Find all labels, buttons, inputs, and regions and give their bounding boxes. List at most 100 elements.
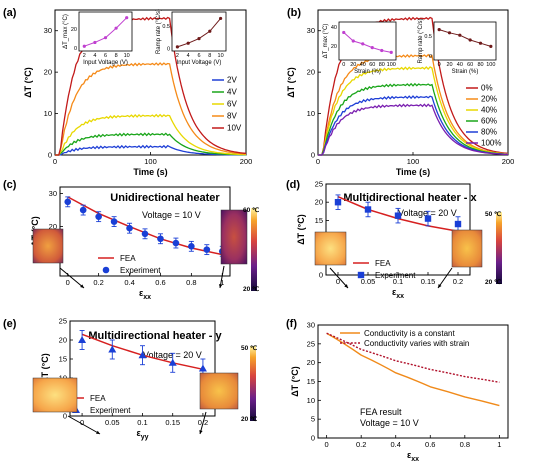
series-line: [55, 62, 247, 156]
pointer-arrow: [199, 411, 207, 435]
experiment-point: [424, 215, 432, 222]
x-tick-label: 100: [407, 157, 420, 166]
pointer-arrow: [219, 265, 225, 289]
x-tick-label: 0.05: [105, 418, 120, 427]
legend-marker-experiment: [102, 266, 110, 274]
y-tick-label: 20: [44, 68, 52, 77]
inset-point: [370, 46, 374, 50]
panel-title: Multidirectional heater - x: [343, 192, 477, 204]
thermal-image: [199, 372, 239, 410]
x-tick-label: 1: [497, 440, 501, 449]
experiment-point: [138, 351, 147, 359]
experiment-point: [126, 224, 133, 232]
y-axis-label: ΔT (°C): [286, 67, 296, 98]
x-axis-label-main: ε: [136, 428, 141, 438]
colorbar-max-label: 50 ℃: [485, 210, 502, 218]
inset-x-tick-label: 100: [387, 62, 396, 68]
inset-line: [343, 32, 392, 53]
x-axis-label-main: Time (s): [133, 167, 167, 177]
x-axis-label-main: ε: [139, 288, 144, 298]
series-line: [318, 82, 509, 156]
colorbar-min-label: 20 ℃: [485, 278, 502, 286]
x-tick-label: 0: [325, 440, 329, 449]
x-axis-label: εxx: [407, 450, 419, 463]
inset-x-tick-label: 10: [218, 53, 224, 59]
inset-x-tick-label: 60: [467, 62, 473, 68]
panel-d: (d)00.050.10.150.20510152025εxxΔT (°C)Mu…: [286, 179, 502, 300]
y-tick-label: 10: [44, 109, 52, 118]
inset-frame: [433, 21, 497, 61]
inset-y-axis-label: Ramp rate (°C/s): [156, 9, 162, 54]
legend-label-fea: FEA: [375, 259, 391, 268]
experiment-point: [110, 218, 118, 225]
x-tick-label: 0: [336, 277, 340, 286]
x-tick-label: 0.2: [93, 278, 103, 287]
y-tick-label: 20: [315, 198, 323, 207]
panel-c: (c)00.20.40.60.81102030εxxΔT (°C)Unidire…: [3, 179, 260, 301]
colorbar-min-label: 20 ℃: [241, 415, 258, 423]
fea-note-line: Voltage = 10 V: [360, 418, 419, 428]
thermal-image: [220, 209, 248, 265]
inset-point: [478, 41, 483, 45]
pointer-arrow: [329, 267, 349, 289]
series-line: [326, 332, 500, 407]
experiment-point: [203, 246, 211, 253]
inset-point: [389, 50, 393, 55]
legend-label: 4V: [227, 88, 237, 97]
x-axis-label-main: ε: [392, 287, 397, 297]
x-tick-label: 0: [80, 418, 84, 427]
y-tick-label: 25: [315, 180, 323, 189]
inset-x-tick-label: 80: [477, 62, 483, 68]
x-axis-label-main: Time (s): [396, 167, 430, 177]
y-tick-label: 20: [59, 336, 67, 345]
inset-x-tick-label: 8: [115, 53, 118, 59]
pointer-arrow-head: [80, 284, 84, 288]
legend-label: Conductivity varies with strain: [364, 339, 469, 348]
colorbar-min-label: 20 ℃: [243, 285, 260, 293]
y-tick-label: 25: [307, 339, 315, 348]
inset-x-axis-label: Strain (%): [354, 69, 381, 75]
legend-label: 6V: [227, 100, 237, 109]
y-axis-label: ΔT (°C): [23, 67, 33, 98]
y-tick-label: 15: [307, 377, 315, 386]
inset-point: [82, 44, 86, 48]
x-axis-label: Time (s): [396, 167, 430, 177]
fea-note-line: FEA result: [360, 407, 402, 417]
experiment-point: [364, 206, 372, 213]
x-tick-label: 0.1: [393, 277, 403, 286]
y-tick-label: 30: [49, 189, 57, 198]
x-tick-label: 0.4: [391, 440, 401, 449]
colorbar: [250, 346, 256, 421]
x-tick-label: 0.8: [186, 278, 196, 287]
inset-y-tick-label: 0: [74, 46, 77, 52]
inset-point: [103, 36, 108, 40]
inset-frame: [78, 11, 133, 52]
inset-x-axis-label: Strain (%): [452, 69, 479, 75]
series-line: [318, 103, 509, 156]
inset-x-tick-label: 0: [342, 62, 345, 68]
thermal-image: [451, 229, 483, 268]
x-tick-label: 1: [220, 278, 224, 287]
voltage-note: Voltage = 20 V: [398, 208, 457, 218]
experiment-point: [95, 213, 102, 220]
x-axis-label: εxx: [392, 287, 404, 300]
panel-label: (d): [286, 179, 300, 191]
y-axis-label: ΔT (°C): [296, 214, 306, 245]
inset-frame: [338, 21, 397, 61]
legend-label: 40%: [481, 106, 497, 115]
y-tick-label: 0: [48, 151, 52, 160]
experiment-point: [64, 198, 72, 206]
y-tick-label: 10: [307, 109, 315, 118]
y-tick-label: 30: [307, 321, 315, 330]
inset-point: [114, 26, 118, 30]
inset-x-tick-label: 20: [446, 62, 452, 68]
legend-label: 10V: [227, 124, 242, 133]
panel-label: (e): [3, 318, 17, 330]
inset-x-tick-label: 2: [83, 53, 86, 59]
y-tick-label: 10: [307, 396, 315, 405]
series-line: [318, 53, 509, 156]
x-axis-label-subscript: xx: [411, 456, 419, 463]
